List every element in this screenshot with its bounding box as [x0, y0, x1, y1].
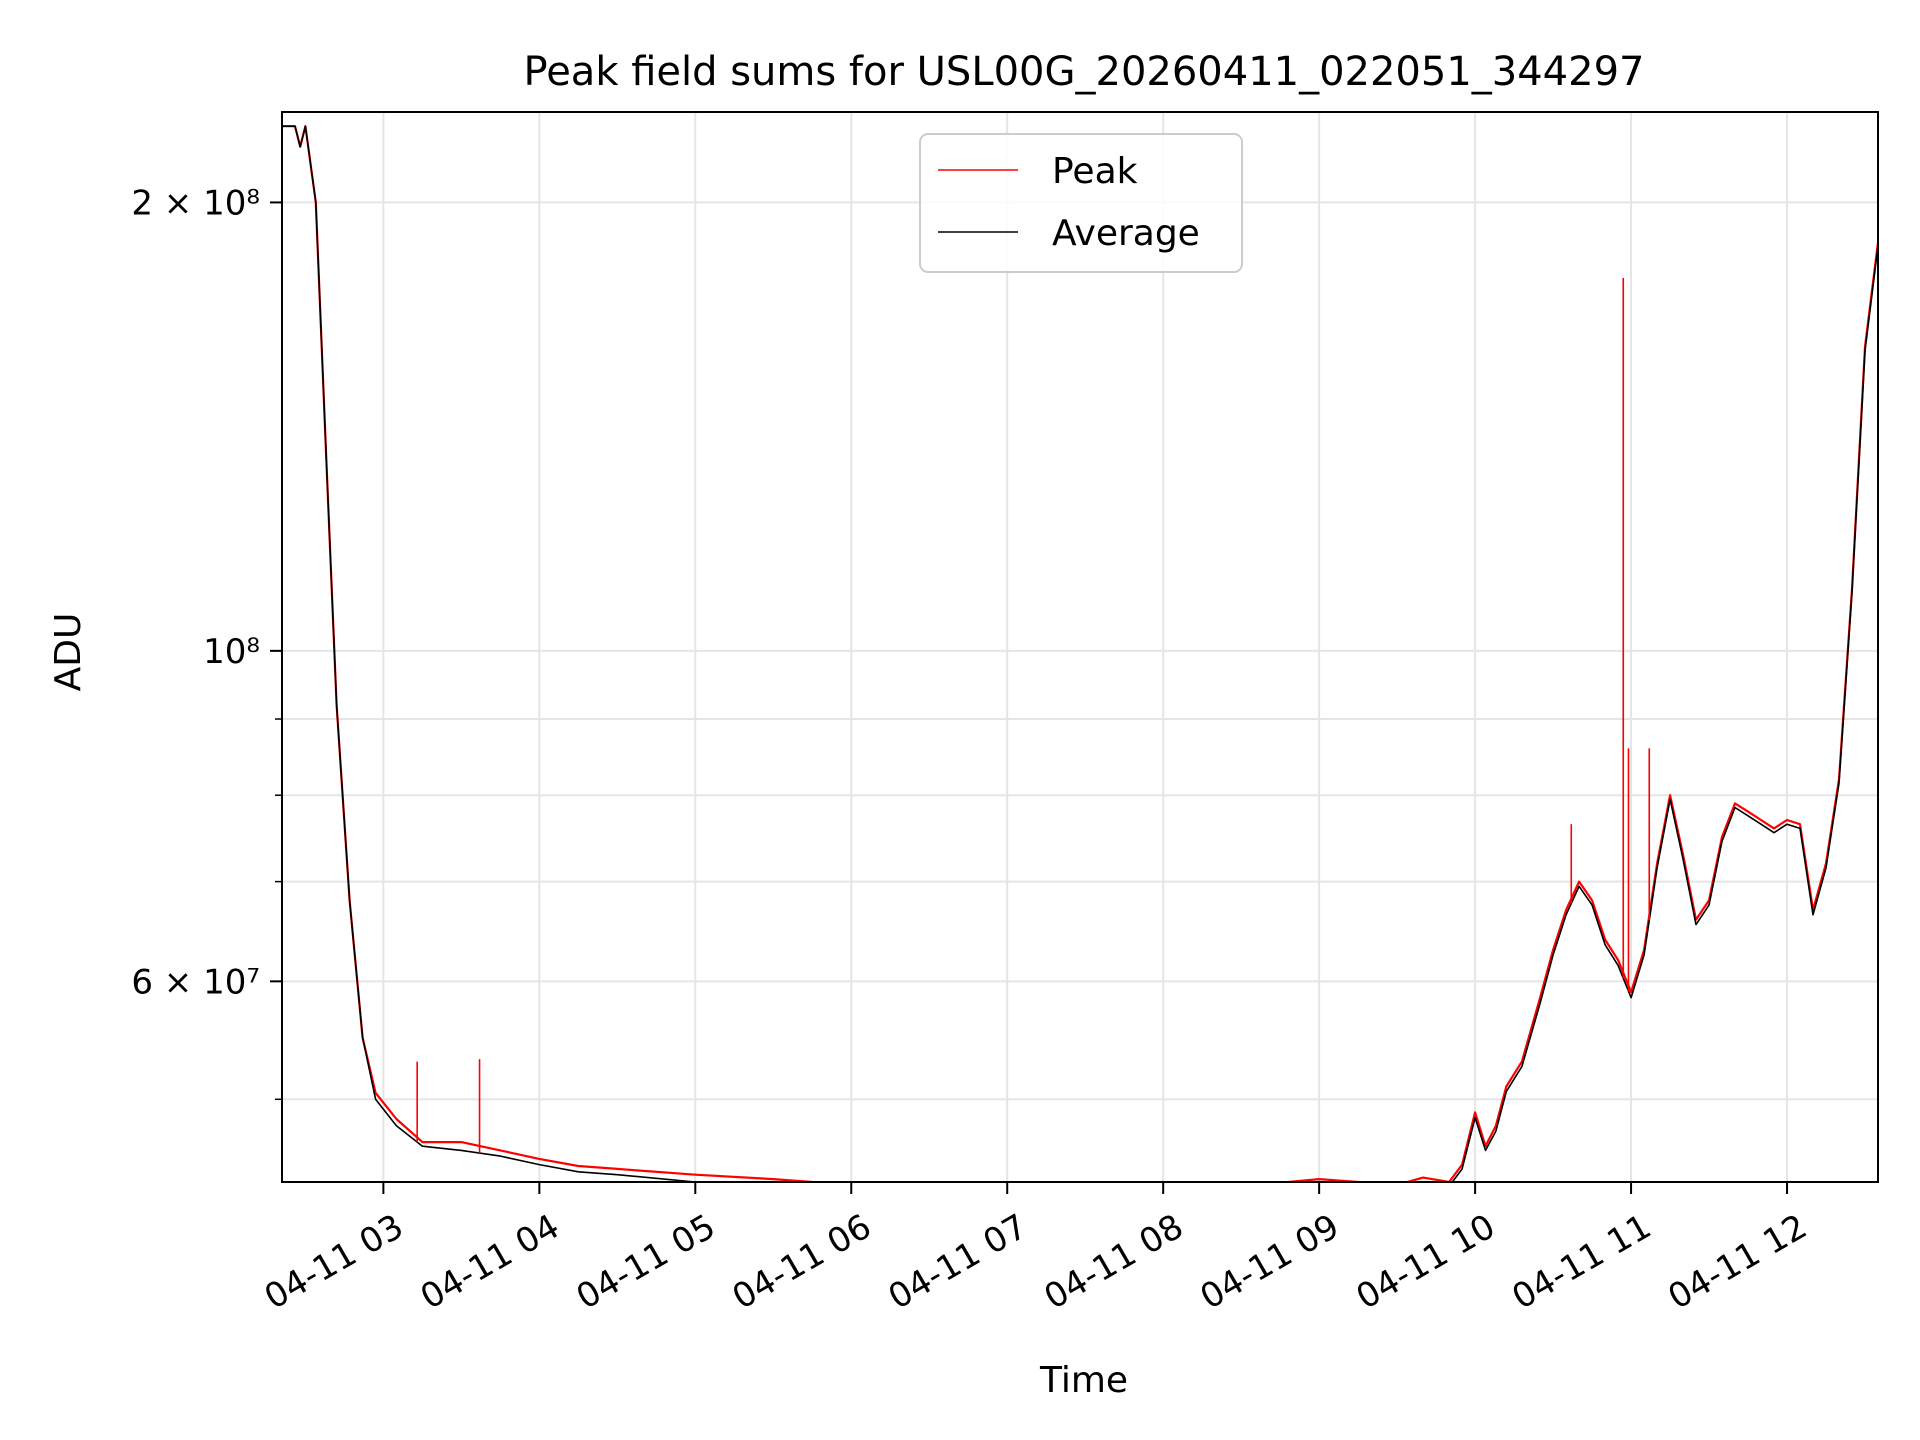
plot-area — [282, 125, 1878, 1182]
legend-average-label: Average — [1052, 213, 1200, 254]
legend-peak-label: Peak — [1052, 151, 1138, 192]
x-axis-label: Time — [1039, 1360, 1128, 1401]
y-tick-label: 6 × 10⁷ — [131, 962, 260, 1002]
series-line-average — [282, 125, 1878, 1182]
axes-frame — [281, 111, 1879, 1183]
grid-lines — [282, 112, 1878, 1182]
chart-title: Peak field sums for USL00G_20260411_0220… — [524, 49, 1645, 95]
y-tick-label: 10⁸ — [203, 632, 260, 672]
y-axis-label: ADU — [48, 613, 89, 692]
series-line-peak — [282, 125, 1878, 1182]
y-tick-label: 2 × 10⁸ — [131, 183, 260, 223]
legend-box — [919, 133, 1243, 273]
legend: Peak Average — [919, 133, 1243, 273]
